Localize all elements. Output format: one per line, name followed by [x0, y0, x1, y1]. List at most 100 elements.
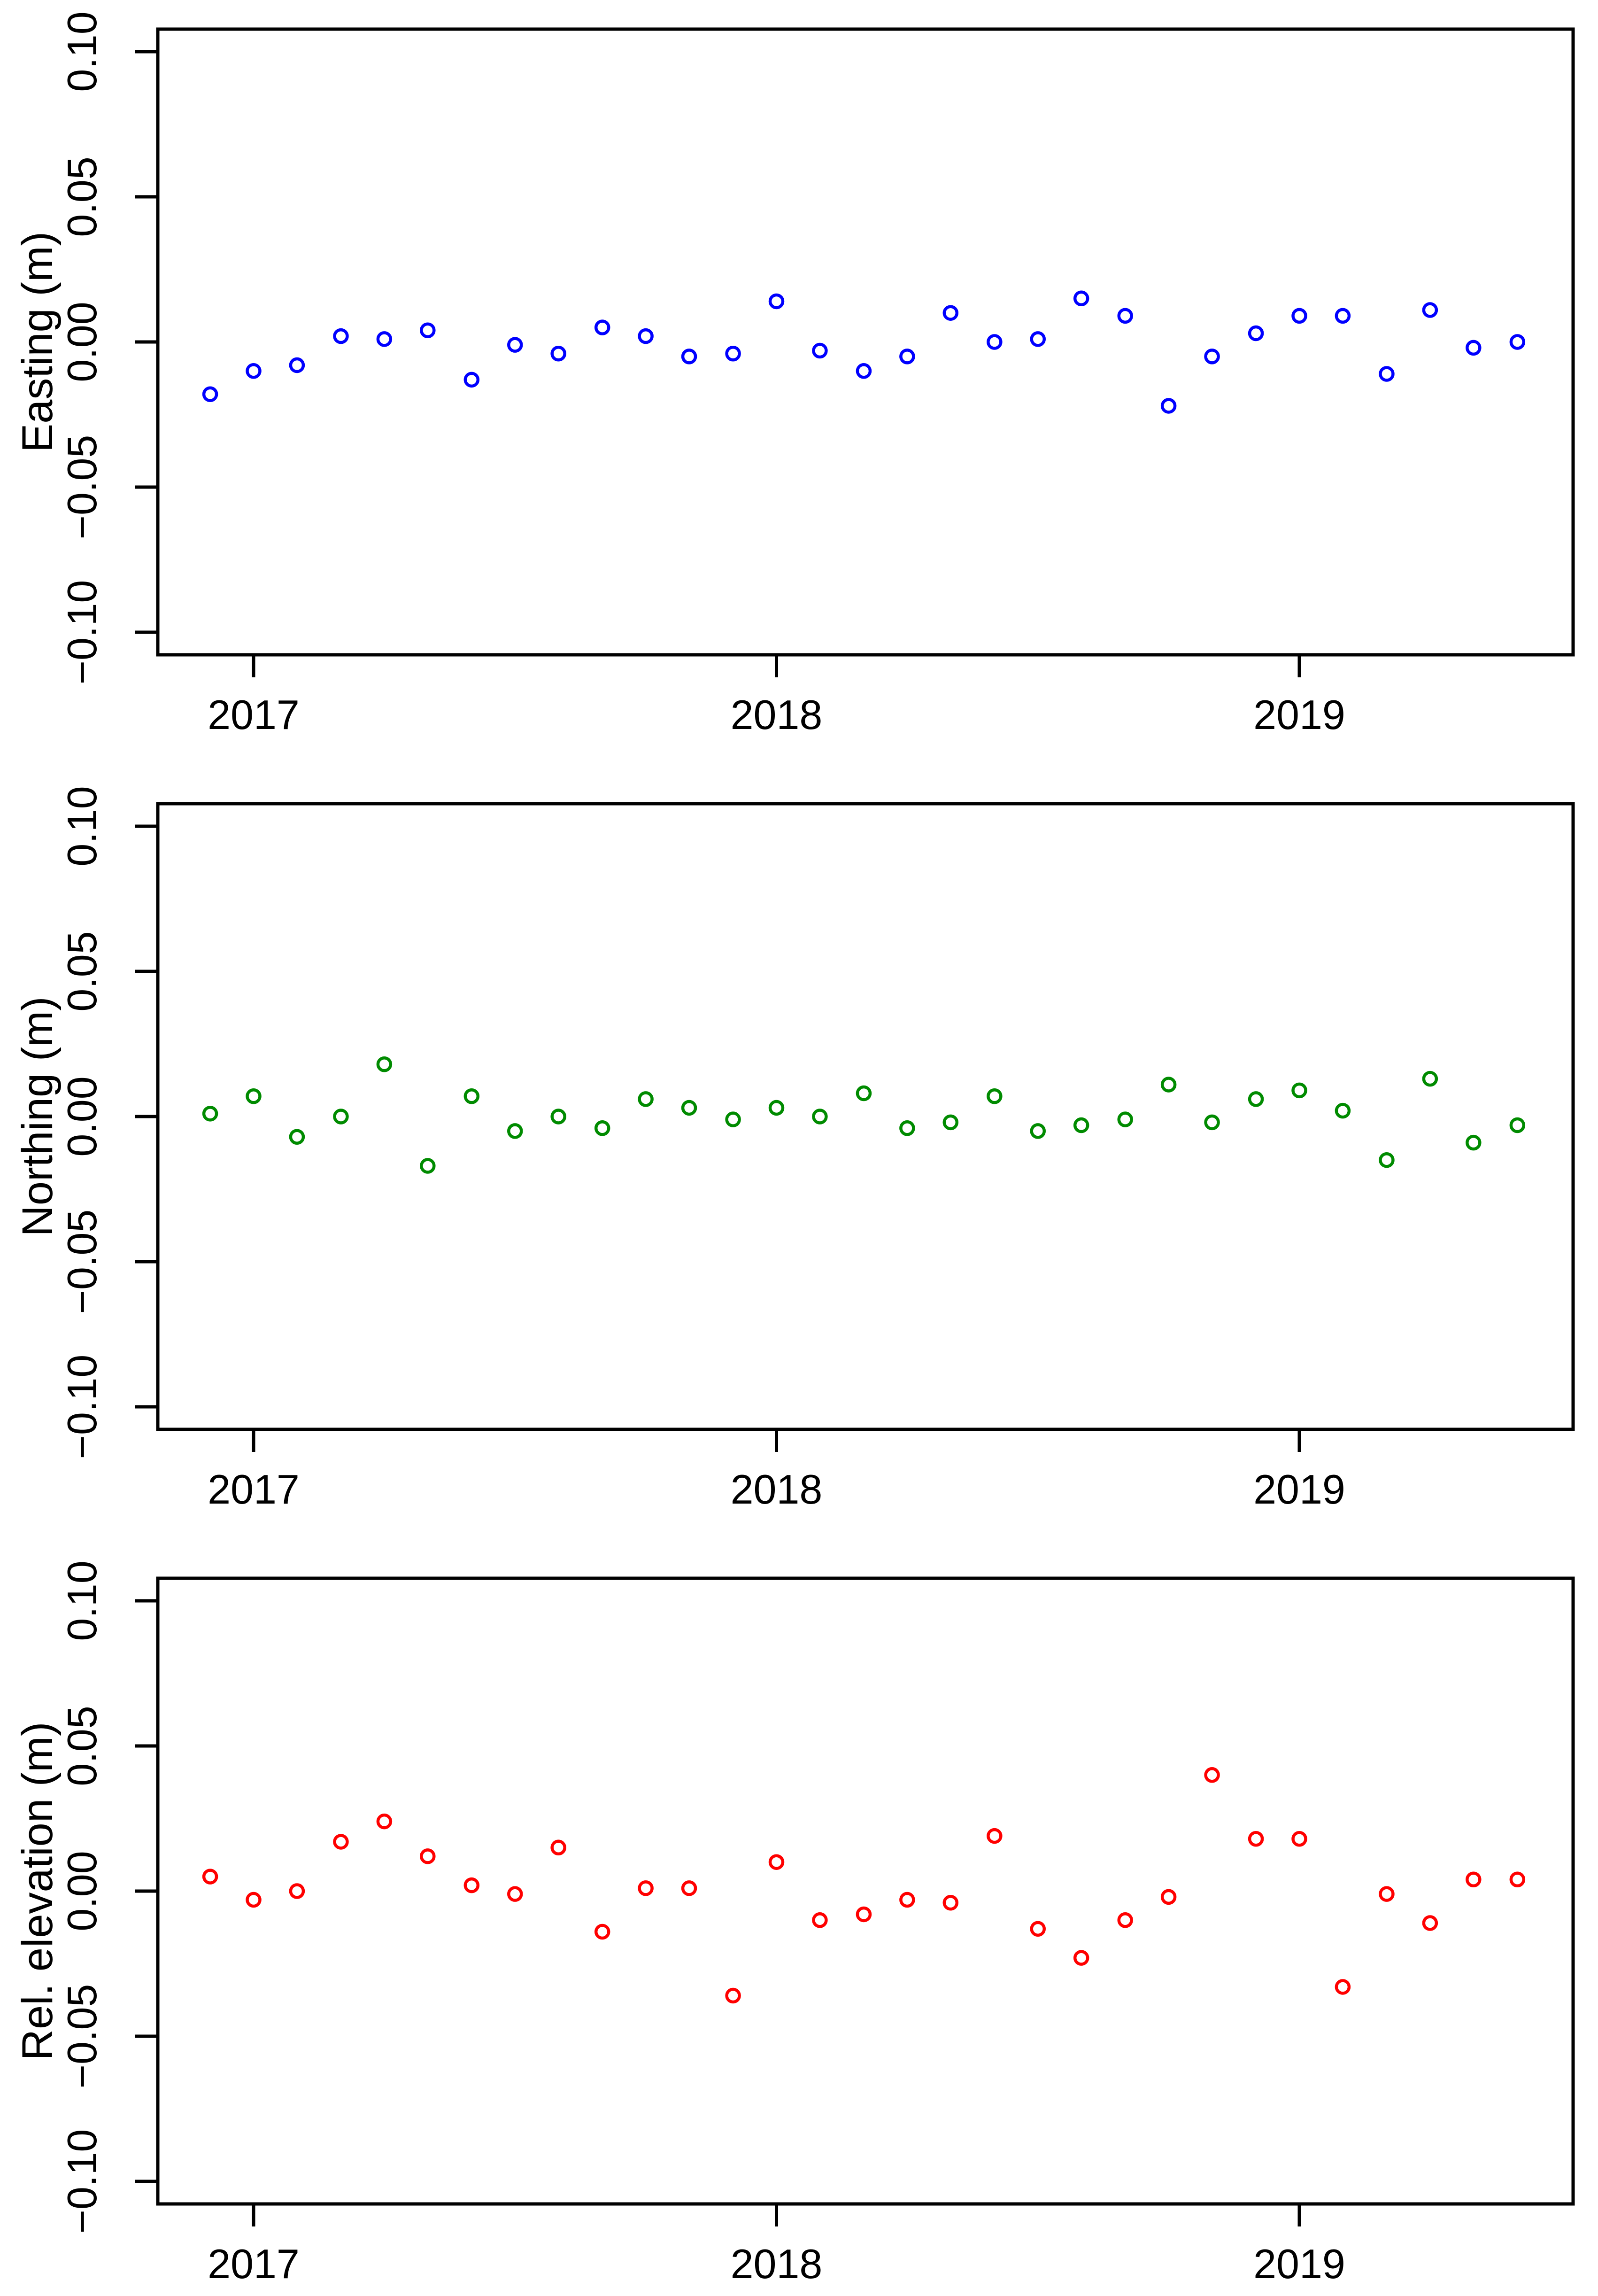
x-tick-label: 2018	[731, 691, 823, 738]
data-point	[1466, 1134, 1482, 1151]
data-point	[1073, 1950, 1089, 1966]
data-point	[1335, 308, 1351, 324]
data-point	[246, 1892, 262, 1908]
y-tick-label: −0.05	[59, 1984, 105, 2089]
data-point	[289, 1883, 305, 1899]
y-tick-label: 0.00	[59, 1076, 105, 1156]
plot-box	[156, 27, 1575, 657]
x-tick-label: 2019	[1253, 1466, 1345, 1513]
data-point	[246, 363, 262, 379]
data-point	[812, 1912, 828, 1928]
data-point	[638, 1880, 654, 1896]
data-point	[376, 1056, 393, 1072]
data-point	[899, 1892, 915, 1908]
data-point	[681, 1880, 697, 1896]
data-point	[202, 386, 218, 402]
data-point	[1204, 1767, 1220, 1783]
data-point	[1117, 1111, 1133, 1127]
data-point	[1204, 349, 1220, 365]
y-tick-label: −0.05	[59, 1210, 105, 1314]
data-point	[202, 1869, 218, 1885]
data-point	[942, 1114, 959, 1131]
data-point	[1466, 1871, 1482, 1888]
data-point	[1422, 1070, 1438, 1087]
data-point	[1160, 1077, 1177, 1093]
data-point	[899, 349, 915, 365]
data-point	[638, 328, 654, 344]
data-point	[1335, 1979, 1351, 1995]
data-point	[856, 1906, 872, 1923]
y-tick-label: −0.05	[59, 435, 105, 540]
data-point	[768, 293, 785, 310]
y-tick-label: 0.10	[59, 786, 105, 866]
data-point	[1466, 340, 1482, 356]
data-point	[594, 1120, 610, 1136]
data-point	[1248, 1091, 1264, 1107]
data-point	[1030, 331, 1046, 347]
data-point	[1291, 1831, 1307, 1847]
x-tick-label: 2019	[1253, 2241, 1345, 2287]
y-tick-label: 0.05	[59, 156, 105, 237]
data-point	[812, 342, 828, 359]
x-tick-label: 2019	[1253, 691, 1345, 738]
data-point	[987, 334, 1003, 350]
data-point	[1291, 1082, 1307, 1099]
data-point	[899, 1120, 915, 1136]
data-point	[768, 1100, 785, 1116]
data-point	[376, 1813, 393, 1830]
plot-box	[156, 802, 1575, 1431]
data-point	[681, 1100, 697, 1116]
data-point	[942, 305, 959, 321]
x-tick-label: 2018	[731, 1466, 823, 1513]
data-point	[1117, 1912, 1133, 1928]
data-point	[1291, 308, 1307, 324]
data-point	[1073, 1117, 1089, 1133]
data-point	[1379, 1886, 1395, 1902]
y-tick-label: −0.10	[59, 2129, 105, 2234]
data-point	[1248, 1831, 1264, 1847]
x-tick-label: 2017	[208, 2241, 300, 2287]
data-point	[856, 363, 872, 379]
y-axis-title-easting: Easting (m)	[14, 231, 62, 453]
data-point	[594, 319, 610, 335]
data-point	[507, 337, 523, 353]
data-point	[725, 345, 741, 362]
data-point	[681, 349, 697, 365]
data-point	[507, 1886, 523, 1902]
data-point	[463, 1877, 480, 1893]
data-point	[1422, 1915, 1438, 1931]
y-tick-label: 0.00	[59, 1851, 105, 1931]
x-tick-label: 2018	[731, 2241, 823, 2287]
data-point	[333, 328, 349, 344]
data-point	[768, 1854, 785, 1870]
data-point	[1335, 1102, 1351, 1119]
panel-1: 0.10 0.05 0.00 −0.05 −0.10 2017 2018 2019	[59, 786, 1575, 1513]
data-point	[987, 1088, 1003, 1104]
data-point	[1509, 1871, 1526, 1888]
data-point	[1117, 308, 1133, 324]
data-point	[856, 1085, 872, 1101]
data-point	[1160, 1889, 1177, 1905]
panel-2: 0.10 0.05 0.00 −0.05 −0.10 2017 2018 2019	[59, 1560, 1575, 2287]
data-point	[1509, 334, 1526, 350]
data-point	[550, 1109, 566, 1125]
data-point	[420, 1848, 436, 1864]
data-point	[987, 1828, 1003, 1844]
data-point	[550, 1839, 566, 1856]
data-point	[1509, 1117, 1526, 1133]
data-point	[463, 1088, 480, 1104]
y-tick-label: 0.05	[59, 1706, 105, 1786]
data-point	[594, 1924, 610, 1940]
data-point	[725, 1111, 741, 1127]
y-tick-label: 0.00	[59, 302, 105, 382]
y-axis-title-elevation: Rel. elevation (m)	[14, 1722, 62, 2061]
data-point	[333, 1834, 349, 1850]
data-point	[1248, 325, 1264, 341]
y-tick-label: 0.10	[59, 11, 105, 92]
data-point	[289, 1129, 305, 1145]
data-point	[1030, 1921, 1046, 1937]
y-axis-title-northing: Northing (m)	[14, 996, 62, 1237]
data-point	[1379, 1152, 1395, 1168]
x-tick-label: 2017	[208, 691, 300, 738]
